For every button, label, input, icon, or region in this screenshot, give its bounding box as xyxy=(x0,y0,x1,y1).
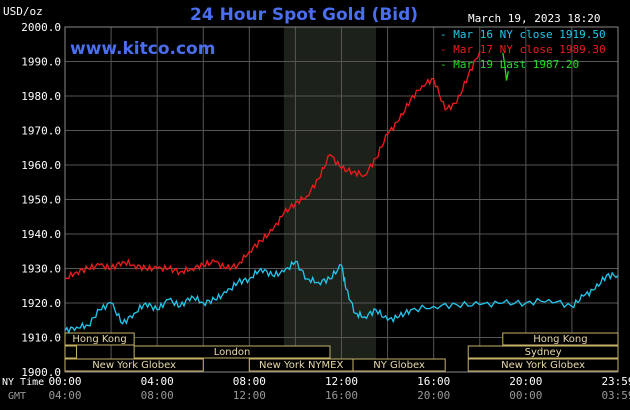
y-tick-label: 1930.0 xyxy=(21,263,61,276)
y-tick-label: 2000.0 xyxy=(21,21,61,34)
session-box xyxy=(133,345,331,359)
x-tick-label-gmt: 08:00 xyxy=(141,389,174,402)
session-box xyxy=(502,332,619,346)
y-tick-label: 1920.0 xyxy=(21,297,61,310)
session-box xyxy=(64,345,78,359)
x-tick-label-gmt: 16:00 xyxy=(325,389,358,402)
session-label: Hong Kong xyxy=(533,334,587,345)
session-box xyxy=(64,358,204,372)
y-tick-label: 1910.0 xyxy=(21,332,61,345)
session-label: New York Globex xyxy=(501,360,585,371)
x-tick-label-gmt: 00:00 xyxy=(509,389,542,402)
series-line-2 xyxy=(64,50,481,280)
series-line-1 xyxy=(64,260,619,335)
y-tick-label: 1960.0 xyxy=(21,159,61,172)
session-label: Sydney xyxy=(525,347,562,358)
x-tick-label-gmt: 03:59 xyxy=(601,389,630,402)
x-tick-label-gmt: 20:00 xyxy=(417,389,450,402)
session-box xyxy=(467,345,619,359)
session-label: NY Globex xyxy=(373,360,425,371)
x-tick-label-ny: 16:00 xyxy=(417,375,450,388)
session-label: New York NYMEX xyxy=(259,360,344,371)
y-tick-label: 1990.0 xyxy=(21,56,61,69)
series-line-3 xyxy=(502,52,509,81)
x-tick-label-ny: 23:59 xyxy=(601,375,630,388)
session-label: New York Globex xyxy=(92,360,176,371)
y-tick-label: 1950.0 xyxy=(21,194,61,207)
session-label: Hong Kong xyxy=(72,334,126,345)
x-tick-label-gmt: 04:00 xyxy=(48,389,81,402)
gmt-row-label: GMT xyxy=(8,391,26,402)
ny-time-row-label: NY Time xyxy=(2,377,44,388)
y-tick-label: 1980.0 xyxy=(21,90,61,103)
y-tick-label: 1900.0 xyxy=(21,366,61,379)
x-tick-label-ny: 00:00 xyxy=(48,375,81,388)
x-tick-label-ny: 04:00 xyxy=(141,375,174,388)
plot-border xyxy=(64,26,619,373)
x-tick-label-ny: 08:00 xyxy=(233,375,266,388)
y-tick-label: 1940.0 xyxy=(21,228,61,241)
x-tick-label-ny: 12:00 xyxy=(325,375,358,388)
session-label: London xyxy=(214,347,251,358)
x-tick-label-gmt: 12:00 xyxy=(233,389,266,402)
session-box xyxy=(64,332,135,346)
y-tick-label: 1970.0 xyxy=(21,125,61,138)
session-box xyxy=(467,358,619,372)
session-box xyxy=(352,358,446,372)
x-tick-label-ny: 20:00 xyxy=(509,375,542,388)
